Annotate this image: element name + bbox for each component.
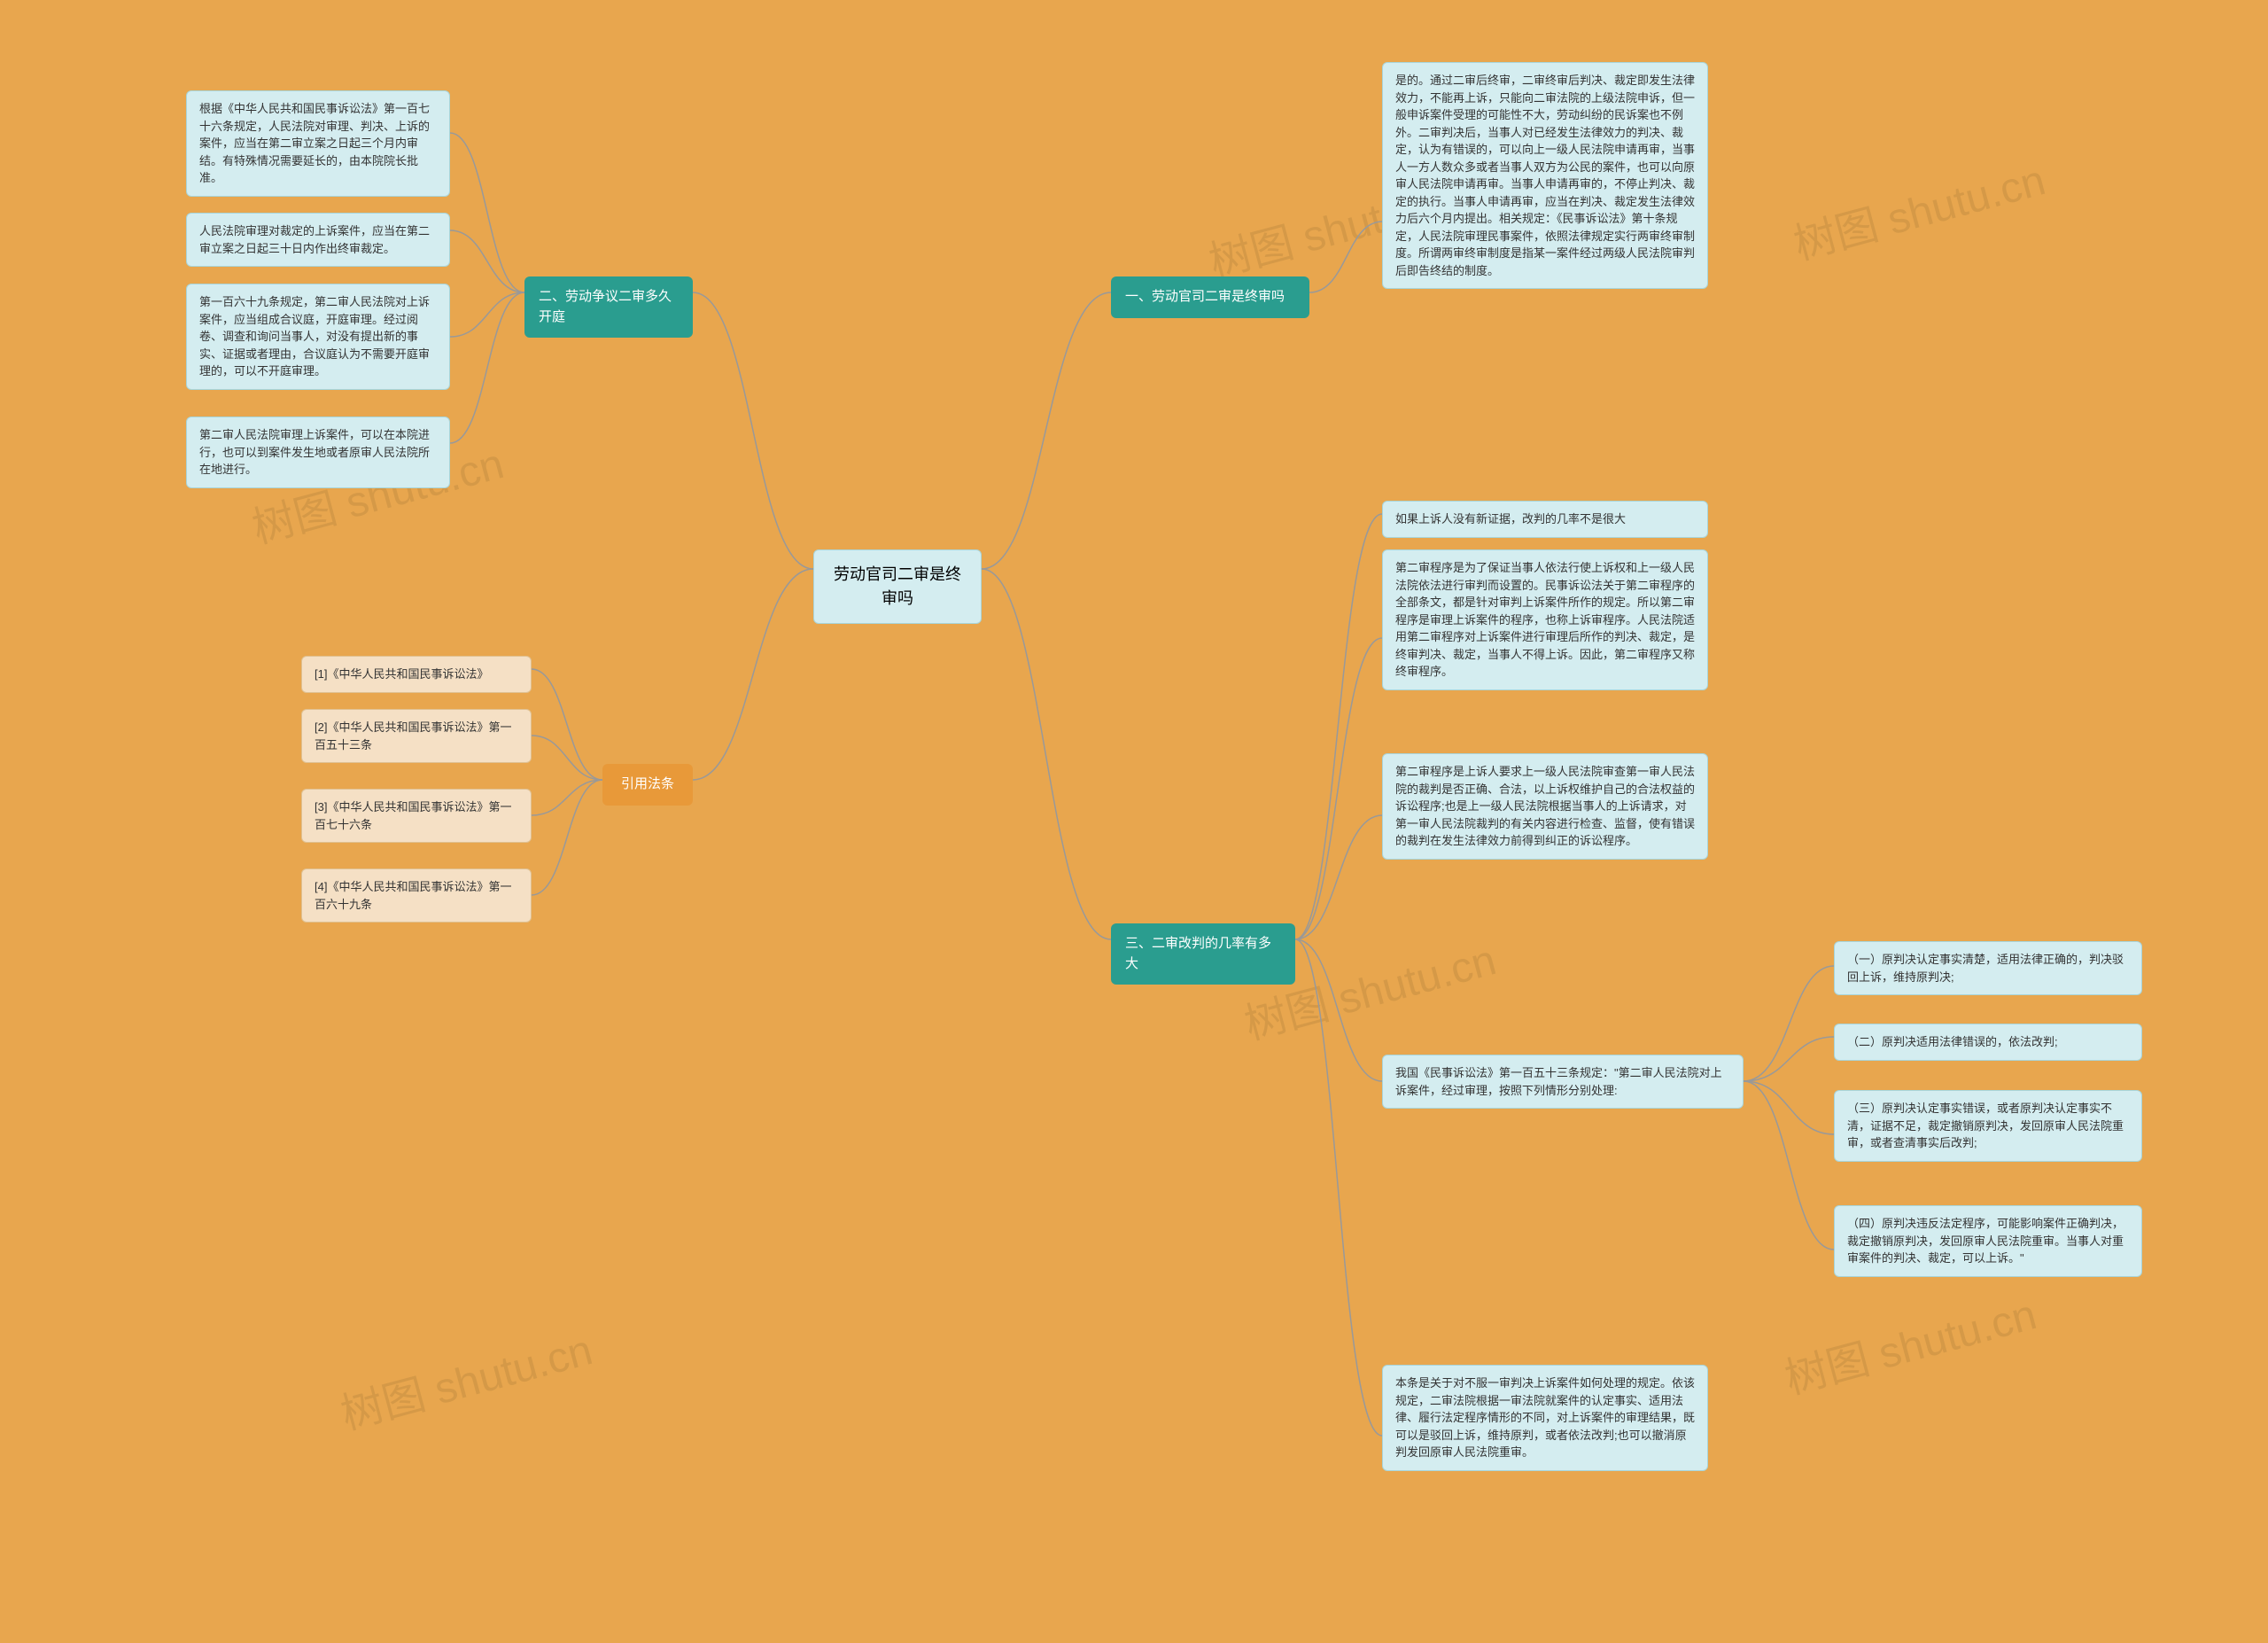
branch3-sub-item-3: （四）原判决违反法定程序，可能影响案件正确判决，裁定撤销原判决，发回原审人民法院… [1834, 1205, 2142, 1277]
branch3-sub-item-1: （二）原判决适用法律错误的，依法改判; [1834, 1024, 2142, 1061]
branch4-item-3: [4]《中华人民共和国民事诉讼法》第一百六十九条 [301, 868, 532, 923]
branch1-content: 是的。通过二审后终审，二审终审后判决、裁定即发生法律效力，不能再上诉，只能向二审… [1382, 62, 1708, 289]
branch4-item-1: [2]《中华人民共和国民事诉讼法》第一百五十三条 [301, 709, 532, 763]
branch4-title: 引用法条 [602, 764, 693, 806]
branch3-item-2: 第二审程序是上诉人要求上一级人民法院审查第一审人民法院的裁判是否正确、合法，以上… [1382, 753, 1708, 860]
branch2-item-2: 第一百六十九条规定，第二审人民法院对上诉案件，应当组成合议庭，开庭审理。经过阅卷… [186, 284, 450, 390]
watermark: 树图 shutu.cn [333, 1315, 598, 1442]
branch3-item-1: 第二审程序是为了保证当事人依法行使上诉权和上一级人民法院依法进行审判而设置的。民… [1382, 549, 1708, 690]
branch3-item-0: 如果上诉人没有新证据，改判的几率不是很大 [1382, 501, 1708, 538]
root-node: 劳动官司二审是终审吗 [813, 549, 982, 624]
watermark: 树图 shutu.cn [1786, 145, 2051, 272]
branch2-item-0: 根据《中华人民共和国民事诉讼法》第一百七十六条规定，人民法院对审理、判决、上诉的… [186, 90, 450, 197]
branch4-item-2: [3]《中华人民共和国民事诉讼法》第一百七十六条 [301, 789, 532, 843]
branch3-sub-title: 我国《民事诉讼法》第一百五十三条规定："第二审人民法院对上诉案件，经过审理，按照… [1382, 1055, 1744, 1109]
watermark: 树图 shutu.cn [1777, 1280, 2042, 1406]
branch4-item-0: [1]《中华人民共和国民事诉讼法》 [301, 656, 532, 693]
branch3-sub-item-0: （一）原判决认定事实清楚，适用法律正确的，判决驳回上诉，维持原判决; [1834, 941, 2142, 995]
branch3-sub-item-2: （三）原判决认定事实错误，或者原判决认定事实不清，证据不足，裁定撤销原判决，发回… [1834, 1090, 2142, 1162]
branch1-title: 一、劳动官司二审是终审吗 [1111, 276, 1309, 318]
branch2-title: 二、劳动争议二审多久开庭 [524, 276, 693, 338]
branch3-tail: 本条是关于对不服一审判决上诉案件如何处理的规定。依该规定，二审法院根据一审法院就… [1382, 1365, 1708, 1471]
branch2-item-3: 第二审人民法院审理上诉案件，可以在本院进行，也可以到案件发生地或者原审人民法院所… [186, 417, 450, 488]
branch3-title: 三、二审改判的几率有多大 [1111, 923, 1295, 985]
branch2-item-1: 人民法院审理对裁定的上诉案件，应当在第二审立案之日起三十日内作出终审裁定。 [186, 213, 450, 267]
